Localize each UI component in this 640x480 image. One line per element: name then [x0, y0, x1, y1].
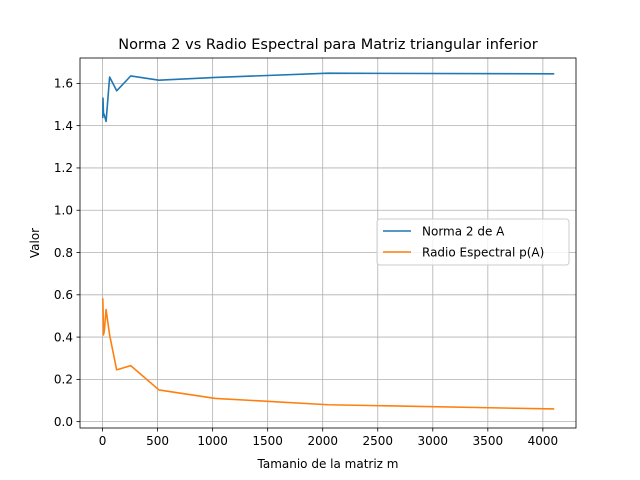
x-tick-label: 1000	[197, 434, 228, 448]
y-tick-label: 0.2	[54, 373, 73, 387]
chart-title: Norma 2 vs Radio Espectral para Matriz t…	[118, 37, 538, 53]
series-line-norma-2	[101, 72, 555, 123]
x-tick-label: 500	[146, 434, 169, 448]
x-tick-label: 4000	[528, 434, 559, 448]
y-tick-label: 1.4	[54, 119, 73, 133]
series-line-radio-espectral	[101, 298, 555, 410]
y-axis-ticks: 0.0 0.2 0.4 0.6 0.8 1.0 1.2 1.4 1.6	[54, 77, 80, 429]
legend: Norma 2 de A Radio Espectral p(A)	[376, 218, 570, 266]
legend-box	[376, 218, 570, 266]
legend-label-radio-espectral: Radio Espectral p(A)	[422, 246, 544, 260]
x-axis-label: Tamanio de la matriz m	[257, 457, 399, 471]
y-tick-label: 0.8	[54, 246, 73, 260]
x-tick-label: 3000	[418, 434, 449, 448]
y-axis-label: Valor	[28, 228, 42, 258]
legend-label-norma-2: Norma 2 de A	[422, 225, 505, 239]
y-tick-label: 1.0	[54, 204, 73, 218]
x-axis-ticks: 0 500 1000 1500 2000 2500 3000 3500 4000	[99, 428, 558, 448]
x-tick-label: 2000	[307, 434, 338, 448]
y-tick-label: 0.6	[54, 288, 73, 302]
y-tick-label: 1.2	[54, 161, 73, 175]
plot-frame	[79, 57, 577, 429]
y-tick-label: 0.0	[54, 415, 73, 429]
x-tick-label: 0	[99, 434, 107, 448]
series-lines	[101, 72, 555, 410]
x-tick-label: 1500	[252, 434, 283, 448]
y-tick-label: 1.6	[54, 77, 73, 91]
y-tick-label: 0.4	[54, 330, 73, 344]
x-tick-label: 2500	[362, 434, 393, 448]
x-tick-label: 3500	[473, 434, 504, 448]
